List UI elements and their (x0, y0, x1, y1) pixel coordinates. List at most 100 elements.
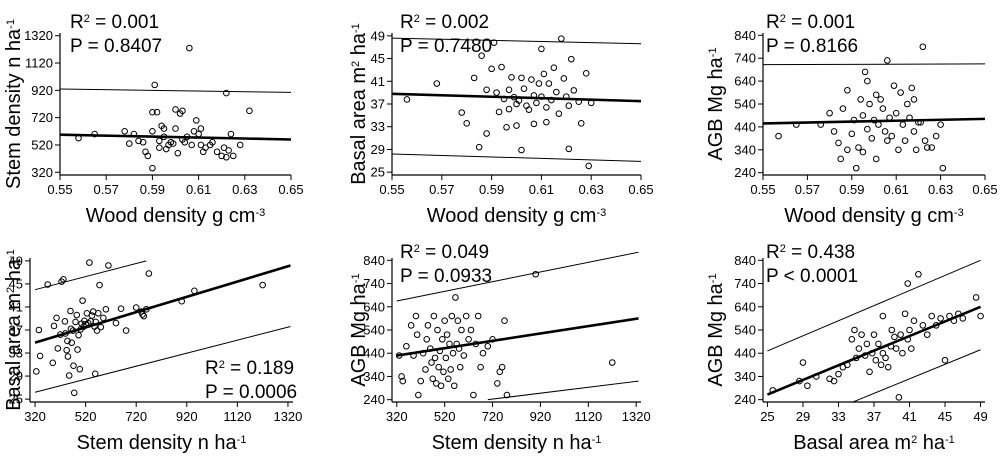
data-point (877, 96, 884, 103)
data-point (501, 317, 508, 325)
x-tick-label: 0.63 (232, 182, 257, 197)
data-point (477, 363, 484, 371)
data-point (515, 97, 523, 104)
data-point (912, 146, 920, 154)
data-point (44, 281, 52, 288)
data-point (455, 345, 463, 352)
data-point (174, 149, 182, 157)
data-point (510, 93, 518, 101)
data-point (837, 155, 845, 163)
data-point (904, 280, 912, 287)
data-point (475, 143, 483, 151)
y-tick-label: 540 (363, 323, 385, 338)
data-point (61, 318, 69, 325)
data-point (533, 99, 540, 107)
data-point (60, 276, 67, 283)
data-point (858, 331, 865, 338)
data-point (444, 375, 452, 383)
data-point (585, 162, 593, 170)
x-tick-label: 0.61 (884, 182, 909, 197)
data-point (799, 359, 807, 366)
data-point (879, 312, 887, 320)
data-point (490, 39, 498, 46)
data-point (63, 346, 70, 354)
data-point (543, 104, 550, 111)
data-point (866, 368, 873, 376)
y-tick-label: 1320 (24, 28, 53, 43)
data-point (928, 144, 936, 151)
x-tick-label: 0.61 (186, 182, 211, 197)
data-point (54, 345, 62, 352)
data-point (197, 125, 205, 132)
data-point (861, 68, 869, 76)
data-point (518, 146, 525, 154)
data-point (427, 345, 434, 352)
data-point (470, 391, 477, 399)
data-point (775, 132, 782, 140)
data-point (403, 342, 410, 350)
data-point (866, 100, 873, 108)
y-tick-label: 440 (734, 119, 756, 134)
y-tick-label: 740 (734, 276, 756, 291)
y-tick-label: 37 (9, 323, 23, 338)
y-tick-label: 340 (363, 369, 385, 384)
y-tick-label: 1120 (25, 56, 53, 71)
r-squared-label: R2 = 0.438 (766, 242, 855, 263)
chart-panel-6: 25 29 33 37 41 45 49 240 340 440 540 640 740 840 Basal… (705, 242, 988, 454)
data-point (901, 137, 909, 144)
data-point (919, 322, 927, 329)
data-point (139, 311, 146, 318)
data-point (793, 121, 800, 128)
y-tick-label: 840 (363, 253, 385, 268)
data-point (608, 359, 616, 366)
data-point (79, 297, 86, 304)
data-point (910, 96, 918, 103)
y-tick-label: 520 (31, 137, 53, 152)
y-tick-label: 740 (734, 51, 756, 66)
data-point (191, 287, 198, 295)
data-point (812, 373, 820, 380)
x-tick-label: 0.65 (278, 182, 303, 197)
data-point (398, 373, 405, 380)
x-tick-label: 0.55 (47, 182, 72, 197)
data-point (223, 89, 230, 97)
data-point (50, 322, 58, 330)
x-tick-label: 41 (902, 409, 916, 424)
regression-line (762, 117, 986, 125)
data-point (450, 382, 458, 390)
x-tick-label: 45 (938, 409, 952, 424)
data-point (872, 356, 880, 364)
data-point (852, 164, 860, 172)
data-point (69, 327, 77, 334)
data-point (483, 86, 490, 94)
data-point (864, 125, 871, 133)
data-point (955, 310, 962, 318)
x-tick-label: 0.55 (750, 182, 775, 197)
data-point (169, 140, 177, 147)
data-point (558, 35, 565, 42)
data-point (467, 326, 475, 334)
data-point (881, 128, 889, 135)
data-point (160, 133, 168, 141)
chart-panel-2: 0.55 0.57 0.59 0.61 0.63 0.65 25 29 33 37 41 45 49 Wo… (348, 12, 654, 227)
data-point (950, 317, 958, 325)
data-point (139, 138, 147, 146)
data-point (870, 331, 878, 338)
data-point (423, 335, 431, 343)
data-point (872, 155, 880, 163)
x-tick-label: 0.59 (479, 182, 504, 197)
y-axis-title: AGB Mg ha-1 (348, 273, 370, 386)
x-axis-title: Wood density g cm-3 (784, 205, 964, 227)
y-tick-label: 33 (371, 119, 385, 134)
data-point (941, 356, 949, 364)
data-point (156, 137, 163, 145)
data-point (122, 327, 130, 334)
data-point (859, 112, 867, 119)
data-point (543, 118, 550, 126)
data-point (130, 130, 138, 138)
data-point (441, 317, 448, 325)
data-point (143, 305, 150, 313)
data-point (857, 96, 864, 103)
data-point (149, 108, 156, 116)
data-point (399, 377, 407, 385)
